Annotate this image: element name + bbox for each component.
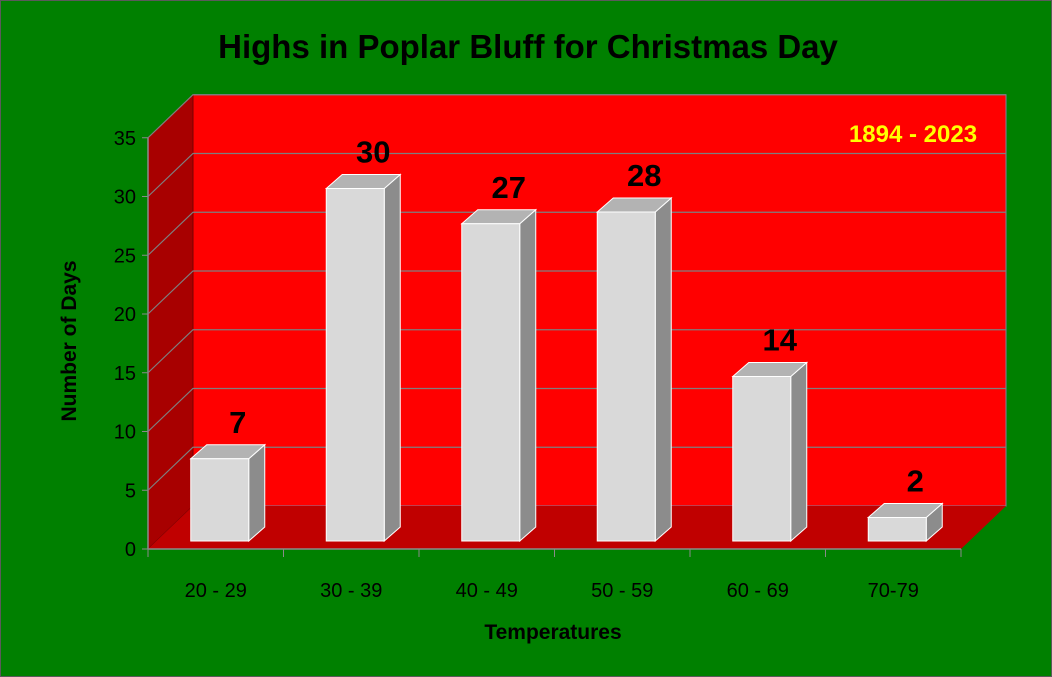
bar-front	[190, 458, 250, 542]
data-label: 30	[356, 135, 390, 170]
data-label: 27	[492, 170, 526, 205]
y-tick-label: 10	[114, 422, 136, 444]
gridline	[147, 270, 1006, 315]
x-tick-label: 30 - 39	[320, 580, 382, 602]
year-range-annotation: 1894 - 2023	[849, 121, 977, 148]
bar-front	[461, 223, 521, 542]
y-tick-label: 15	[114, 363, 136, 385]
gridline	[147, 211, 1006, 256]
x-tick-label: 20 - 29	[185, 580, 247, 602]
gridline	[147, 152, 1006, 197]
y-axis-title: Number of Days	[58, 260, 81, 421]
bar-front	[732, 376, 792, 542]
data-labels: 7 30 27 28 14 2	[229, 135, 924, 499]
data-label: 28	[627, 158, 661, 193]
gridline	[147, 329, 1006, 374]
bar	[595, 196, 673, 543]
bars	[189, 173, 944, 543]
x-tick-label: 70-79	[868, 580, 919, 602]
y-axis-ticks: 0 5 10 15 20 25 30 35	[114, 128, 148, 561]
x-axis-title: Temperatures	[484, 621, 621, 644]
bar-front	[596, 211, 656, 542]
data-label: 7	[229, 405, 246, 440]
y-tick-label: 5	[125, 480, 136, 502]
chart-title: Highs in Poplar Bluff for Christmas Day	[218, 28, 838, 65]
gridlines	[147, 94, 1006, 491]
bar-front	[867, 517, 927, 542]
bar-side	[654, 196, 672, 543]
side-wall	[147, 93, 194, 551]
x-tick-label: 50 - 59	[591, 580, 653, 602]
bar	[189, 443, 267, 543]
y-tick-label: 0	[125, 539, 136, 561]
x-axis-ticks: 20 - 29 30 - 39 40 - 49 50 - 59 60 - 69 70-79	[147, 549, 962, 602]
y-tick-label: 35	[114, 128, 136, 150]
bar-side	[790, 361, 808, 543]
bar	[460, 208, 538, 543]
bar	[866, 502, 944, 543]
bar	[731, 361, 809, 543]
chart-walls	[147, 93, 1007, 551]
bar-side	[248, 443, 266, 543]
data-label: 2	[907, 464, 924, 499]
y-tick-label: 25	[114, 245, 136, 267]
x-tick-label: 60 - 69	[727, 580, 789, 602]
bar-side	[519, 208, 537, 543]
bar	[324, 173, 402, 543]
bar-side	[383, 173, 401, 543]
y-tick-label: 20	[114, 304, 136, 326]
data-label: 14	[763, 323, 798, 358]
x-tick-label: 40 - 49	[456, 580, 518, 602]
y-tick-label: 30	[114, 187, 136, 209]
gridline	[147, 94, 1006, 139]
bar-front	[325, 188, 385, 542]
